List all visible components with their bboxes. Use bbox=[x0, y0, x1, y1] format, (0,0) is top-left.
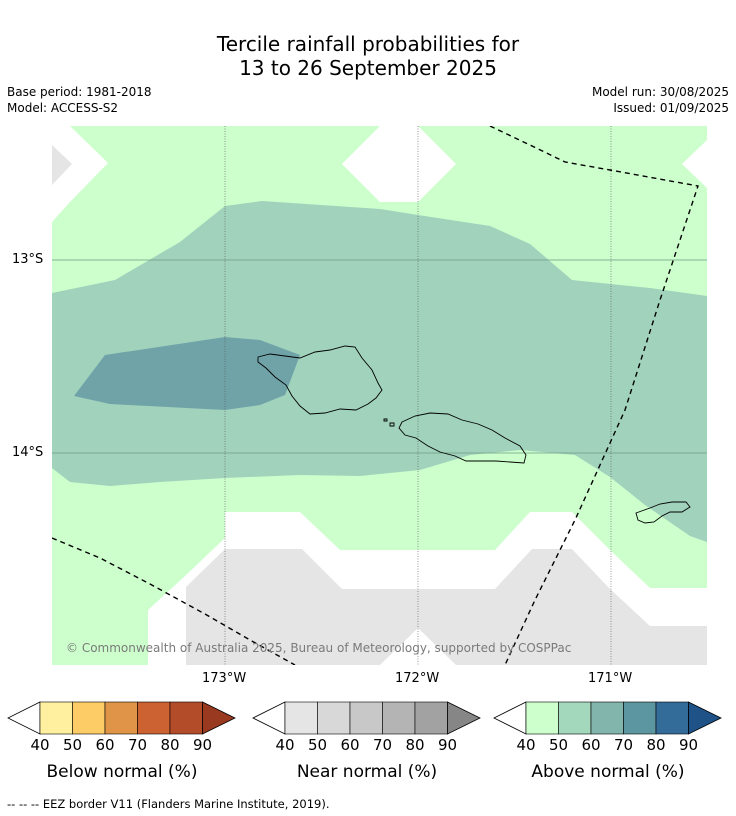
colorbar-tick: 40 bbox=[275, 736, 295, 754]
colorbar-tick: 80 bbox=[160, 736, 180, 754]
region-above-50-60 bbox=[52, 201, 707, 542]
region-near-40-50 bbox=[186, 549, 707, 665]
colorbar-near-swatch bbox=[284, 701, 318, 735]
colorbar-tick: 60 bbox=[581, 736, 601, 754]
colorbar-below-normal bbox=[7, 701, 236, 735]
region-white-top-center bbox=[342, 126, 456, 202]
lon-label-173w: 173°W bbox=[202, 671, 247, 686]
colorbar-tick: 60 bbox=[95, 736, 115, 754]
colorbar-below-swatch bbox=[72, 701, 106, 735]
coastlines bbox=[257, 345, 691, 524]
colorbar-near-normal bbox=[252, 701, 481, 735]
colorbar-below-swatch bbox=[137, 701, 171, 735]
probability-map bbox=[52, 126, 707, 665]
lat-label-13s: 13°S bbox=[12, 252, 44, 267]
colorbar-tick: 50 bbox=[307, 736, 328, 754]
colorbar-below-swatch bbox=[104, 701, 138, 735]
copyright-notice: © Commonwealth of Australia 2025, Bureau… bbox=[66, 641, 572, 655]
model-run: Model run: 30/08/2025 bbox=[591, 85, 729, 99]
apolima-islet bbox=[383, 418, 388, 422]
colorbar-tick: 90 bbox=[192, 736, 213, 754]
lon-label-172w: 172°W bbox=[395, 671, 440, 686]
upolu-island bbox=[398, 412, 527, 464]
map-title-line2: 13 to 26 September 2025 bbox=[239, 56, 497, 80]
colorbar-above-title: Above normal (%) bbox=[531, 762, 685, 782]
colorbar-tick: 40 bbox=[30, 736, 50, 754]
base-period: Base period: 1981-2018 bbox=[7, 85, 152, 99]
colorbar-near-swatch bbox=[349, 701, 383, 735]
colorbar-above-max-arrow bbox=[688, 701, 722, 735]
colorbar-near-swatch bbox=[317, 701, 351, 735]
colorbar-tick: 70 bbox=[127, 736, 148, 754]
colorbar-above-swatch bbox=[525, 701, 559, 735]
meta-left: Base period: 1981-2018 Model: ACCESS-S2 bbox=[7, 84, 152, 116]
eez-border-southwest bbox=[52, 537, 296, 665]
eez-border-east bbox=[489, 126, 699, 665]
colorbar-near-swatch bbox=[414, 701, 448, 735]
colorbar-below-min-arrow bbox=[7, 701, 41, 735]
region-white-top-right bbox=[682, 126, 707, 188]
colorbar-near-swatch bbox=[382, 701, 416, 735]
colorbar-near-max-arrow bbox=[447, 701, 481, 735]
colorbar-tick: 50 bbox=[62, 736, 83, 754]
colorbar-below-max-arrow bbox=[202, 701, 236, 735]
colorbar-tick: 80 bbox=[646, 736, 666, 754]
eez-border bbox=[52, 126, 699, 665]
region-above-60-70 bbox=[74, 337, 300, 410]
colorbar-above-swatch bbox=[623, 701, 657, 735]
lat-label-14s: 14°S bbox=[12, 445, 44, 460]
colorbar-below-swatch bbox=[169, 701, 203, 735]
colorbar-tick: 60 bbox=[340, 736, 360, 754]
colorbar-below-swatch bbox=[39, 701, 73, 735]
model-name: Model: ACCESS-S2 bbox=[7, 101, 119, 115]
colorbar-near-title: Near normal (%) bbox=[296, 762, 438, 782]
colorbar-above-min-arrow bbox=[493, 701, 527, 735]
colorbar-above-swatch bbox=[558, 701, 592, 735]
lon-label-171w: 171°W bbox=[588, 671, 633, 686]
meta-right: Model run: 30/08/2025 Issued: 01/09/2025 bbox=[592, 84, 729, 116]
colorbar-above-swatch bbox=[655, 701, 689, 735]
issued-date: Issued: 01/09/2025 bbox=[613, 101, 729, 115]
colorbar-above-normal bbox=[493, 701, 722, 735]
latitude-gridlines bbox=[52, 259, 707, 454]
savaii-island bbox=[257, 345, 383, 415]
colorbar-below-title: Below normal (%) bbox=[46, 762, 198, 782]
colorbar-above-swatch bbox=[590, 701, 624, 735]
region-white-top-left bbox=[52, 126, 108, 222]
colorbar-near-min-arrow bbox=[252, 701, 286, 735]
colorbar-tick: 80 bbox=[405, 736, 425, 754]
tutuila-island bbox=[635, 501, 691, 524]
colorbar-tick: 70 bbox=[372, 736, 393, 754]
colorbar-tick: 40 bbox=[516, 736, 536, 754]
region-near-top-left bbox=[52, 145, 72, 185]
colorbar-tick: 70 bbox=[613, 736, 634, 754]
colorbar-tick: 50 bbox=[548, 736, 569, 754]
map-title-line1: Tercile rainfall probabilities for bbox=[216, 32, 520, 56]
manono-islet bbox=[389, 422, 395, 427]
colorbar-tick: 90 bbox=[678, 736, 699, 754]
colorbar-tick: 90 bbox=[437, 736, 458, 754]
eez-footnote: -- -- -- EEZ border V11 (Flanders Marine… bbox=[7, 797, 330, 811]
